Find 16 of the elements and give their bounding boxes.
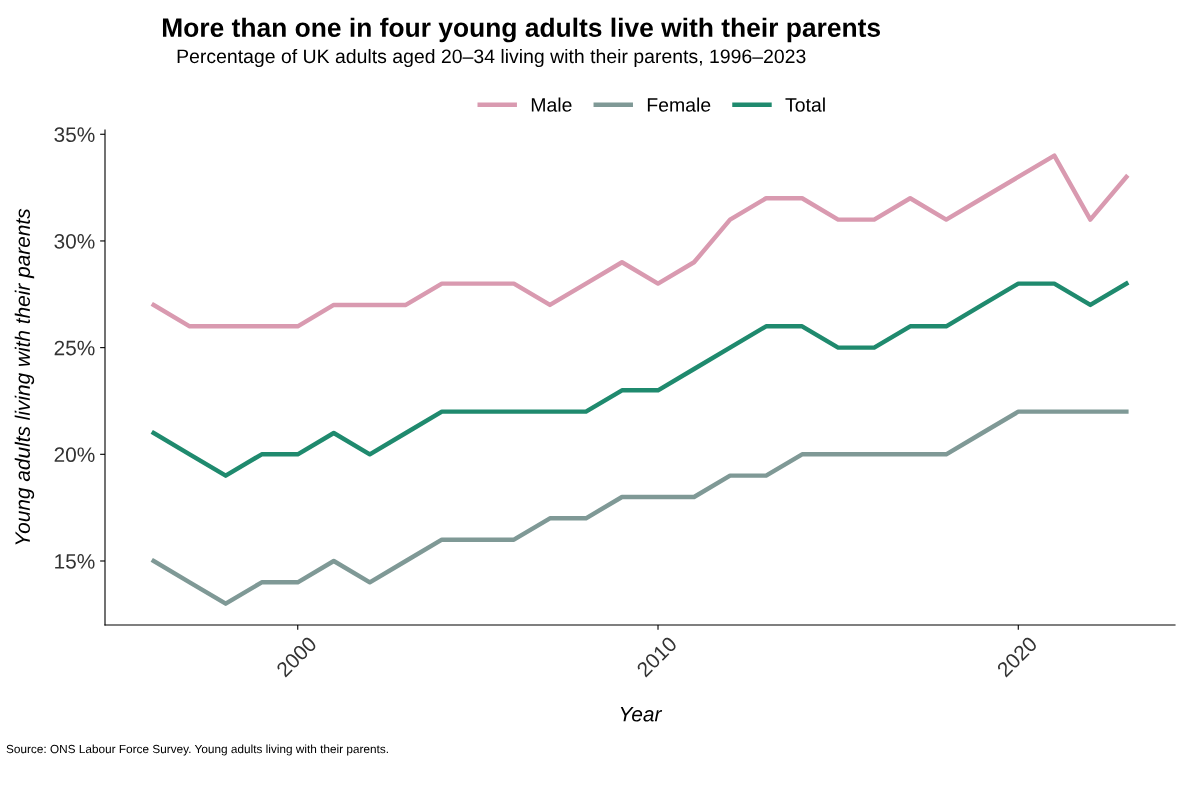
y-tick-label: 30% <box>54 233 95 249</box>
legend-label: Female <box>647 97 711 112</box>
line-series <box>151 409 1129 606</box>
y-tick-label: 25% <box>54 340 95 356</box>
chart-subtitle: Percentage of UK adults aged 20–34 living with their parents, 1996–2023 <box>177 48 806 68</box>
legend-label: Male <box>531 97 572 112</box>
line-series <box>151 153 1129 329</box>
y-tick-label: 20% <box>54 447 95 463</box>
source-note: Source: ONS Labour Force Survey. Young adults living with their parents. <box>6 744 388 756</box>
legend-label: Total <box>785 97 825 112</box>
x-axis-title: Year <box>620 706 663 722</box>
line-series <box>151 281 1129 478</box>
chart-title: More than one in four young adults live with their parents <box>162 17 881 43</box>
y-tick-label: 15% <box>55 554 95 569</box>
y-axis-title: Young adults living with their parents <box>14 208 35 545</box>
y-tick-label: 35% <box>54 127 95 143</box>
